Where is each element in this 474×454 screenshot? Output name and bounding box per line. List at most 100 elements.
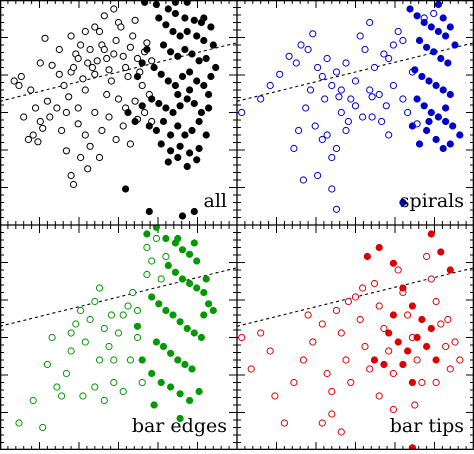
filled-point — [385, 329, 393, 337]
filled-point — [451, 41, 459, 49]
open-point — [39, 124, 47, 132]
filled-point — [138, 102, 146, 110]
open-point — [79, 392, 87, 400]
filled-point — [408, 122, 416, 130]
open-point — [394, 27, 402, 36]
open-point — [107, 311, 116, 319]
open-point — [148, 257, 156, 265]
open-point — [162, 252, 170, 261]
open-point — [133, 306, 142, 315]
open-point — [342, 59, 350, 67]
open-point — [95, 153, 104, 162]
filled-point — [164, 158, 172, 166]
filled-point — [432, 81, 440, 90]
filled-point — [167, 147, 175, 155]
open-point — [110, 5, 118, 13]
filled-point — [155, 300, 163, 308]
open-point — [304, 45, 312, 54]
open-point — [81, 131, 89, 139]
panel-bar-edges: bar edges — [0, 225, 237, 450]
filled-point — [150, 63, 158, 72]
open-point — [385, 54, 393, 63]
filled-point — [197, 108, 205, 117]
filled-point — [425, 77, 433, 85]
filled-point — [157, 140, 165, 148]
open-point — [351, 77, 360, 85]
filled-point — [183, 162, 191, 171]
open-point — [84, 165, 92, 173]
open-point — [122, 63, 130, 72]
open-point — [119, 122, 127, 130]
filled-point — [200, 311, 208, 319]
filled-point — [164, 77, 172, 85]
filled-point — [418, 315, 426, 324]
filled-point — [171, 268, 179, 276]
open-point — [86, 315, 94, 324]
open-point — [129, 32, 137, 40]
axis-ticks — [0, 225, 237, 450]
open-point — [238, 333, 246, 342]
open-point — [58, 392, 66, 400]
filled-point — [190, 207, 198, 216]
filled-point — [209, 306, 217, 315]
filled-point — [432, 135, 440, 144]
open-point — [126, 43, 134, 51]
filled-point — [197, 333, 205, 342]
open-point — [323, 54, 331, 63]
open-point — [444, 315, 452, 324]
open-point — [404, 108, 412, 117]
filled-point — [413, 333, 421, 342]
open-point — [404, 311, 412, 319]
open-point — [323, 369, 331, 378]
filled-point — [427, 230, 435, 238]
filled-point — [152, 225, 160, 231]
open-point — [55, 45, 63, 54]
open-point — [36, 59, 44, 67]
open-point — [366, 18, 374, 27]
filled-points — [133, 225, 217, 423]
filled-point — [155, 14, 163, 22]
open-point — [361, 45, 369, 54]
open-point — [93, 57, 101, 65]
open-point — [370, 279, 379, 288]
open-point — [62, 108, 71, 117]
open-point — [323, 131, 331, 139]
filled-point — [437, 54, 445, 63]
filled-point — [207, 23, 215, 31]
filled-point — [212, 63, 220, 72]
filled-point — [181, 131, 189, 139]
filled-point — [420, 102, 428, 110]
filled-point — [193, 257, 201, 265]
open-point — [103, 90, 111, 99]
open-point — [292, 59, 300, 67]
open-point — [411, 401, 419, 409]
open-point — [124, 72, 132, 81]
filled-point — [152, 338, 160, 346]
filled-point — [202, 275, 210, 283]
filled-point — [427, 324, 435, 333]
open-point — [304, 311, 312, 319]
open-point — [418, 378, 426, 387]
open-point — [389, 369, 397, 378]
open-point — [29, 396, 37, 405]
filled-point — [399, 284, 407, 292]
open-point — [110, 378, 118, 387]
open-point — [48, 61, 56, 69]
open-point — [143, 243, 151, 252]
filled-point — [193, 77, 201, 85]
filled-point — [162, 234, 170, 243]
filled-point — [188, 50, 196, 58]
trend-line — [0, 267, 237, 327]
open-point — [62, 369, 71, 378]
open-point — [328, 410, 336, 418]
open-point — [378, 117, 386, 126]
open-point — [124, 302, 132, 310]
filled-point — [423, 126, 431, 135]
open-points — [238, 252, 464, 436]
filled-point — [439, 14, 447, 22]
open-point — [74, 54, 82, 63]
filled-point — [131, 117, 139, 126]
filled-point — [195, 144, 203, 153]
filled-point — [188, 126, 196, 135]
open-point — [53, 383, 61, 391]
